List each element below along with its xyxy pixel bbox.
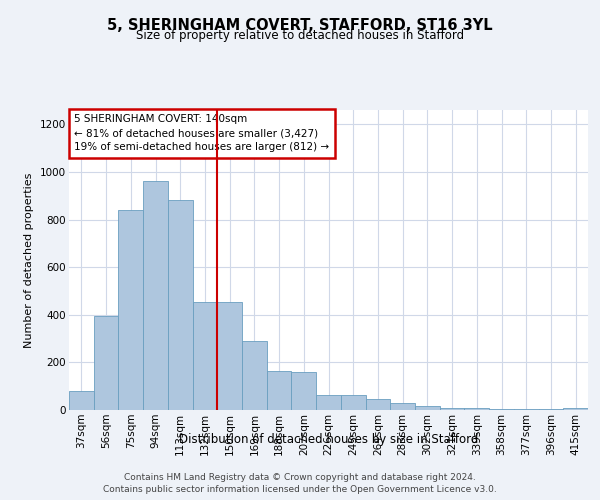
- Bar: [365, 398, 390, 410]
- Bar: [440, 408, 464, 410]
- Bar: [217, 302, 242, 410]
- Bar: [390, 404, 415, 410]
- Bar: [489, 409, 514, 410]
- Bar: [292, 372, 316, 410]
- Y-axis label: Number of detached properties: Number of detached properties: [25, 172, 34, 348]
- Bar: [415, 406, 440, 410]
- Text: Size of property relative to detached houses in Stafford: Size of property relative to detached ho…: [136, 29, 464, 42]
- Bar: [118, 210, 143, 410]
- Bar: [539, 409, 563, 410]
- Bar: [242, 341, 267, 410]
- Bar: [514, 409, 539, 410]
- Text: Contains HM Land Registry data © Crown copyright and database right 2024.: Contains HM Land Registry data © Crown c…: [124, 472, 476, 482]
- Text: Contains public sector information licensed under the Open Government Licence v3: Contains public sector information licen…: [103, 485, 497, 494]
- Bar: [94, 316, 118, 410]
- Bar: [69, 391, 94, 410]
- Text: 5, SHERINGHAM COVERT, STAFFORD, ST16 3YL: 5, SHERINGHAM COVERT, STAFFORD, ST16 3YL: [107, 18, 493, 32]
- Bar: [341, 394, 365, 410]
- Bar: [193, 302, 217, 410]
- Text: 5 SHERINGHAM COVERT: 140sqm
← 81% of detached houses are smaller (3,427)
19% of : 5 SHERINGHAM COVERT: 140sqm ← 81% of det…: [74, 114, 329, 152]
- Bar: [267, 370, 292, 410]
- Text: Distribution of detached houses by size in Stafford: Distribution of detached houses by size …: [179, 432, 478, 446]
- Bar: [168, 200, 193, 410]
- Bar: [143, 182, 168, 410]
- Bar: [563, 408, 588, 410]
- Bar: [316, 394, 341, 410]
- Bar: [464, 408, 489, 410]
